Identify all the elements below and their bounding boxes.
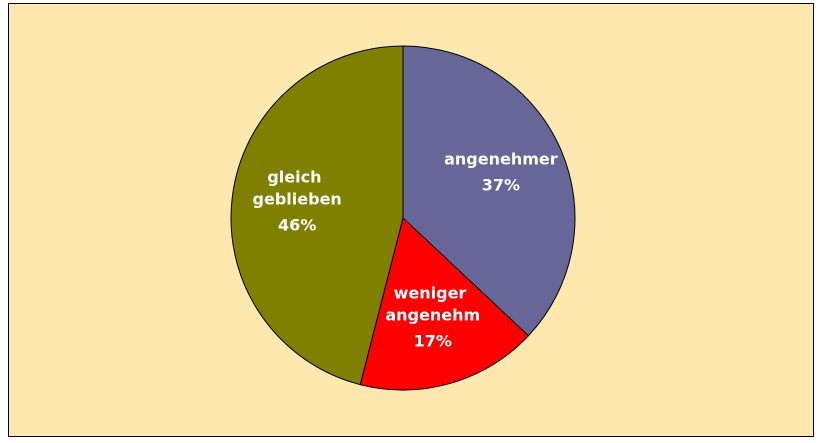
- slice-label: weniger angenehm: [385, 283, 480, 324]
- pie-slice: [359, 217, 530, 391]
- slice-value-label: 37%: [482, 176, 520, 195]
- slice-value-label: 46%: [278, 216, 316, 235]
- slice-label: gleich geblieben: [253, 168, 342, 209]
- slice-label: angenehmer: [444, 150, 558, 169]
- pie-slice: [402, 45, 576, 337]
- slice-value-label: 17%: [414, 331, 452, 350]
- pie-slice: [230, 45, 404, 386]
